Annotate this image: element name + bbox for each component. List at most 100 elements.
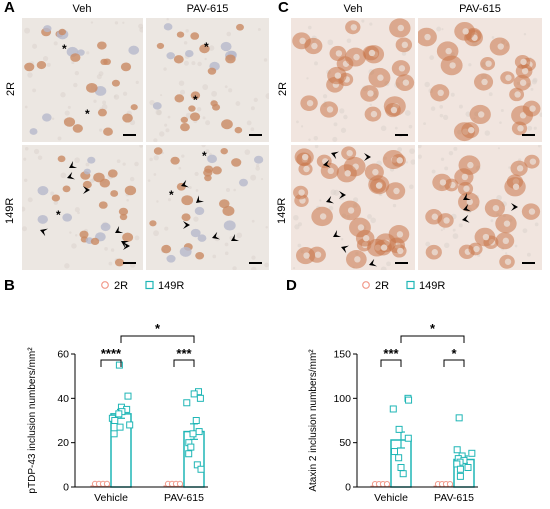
legend-marker-2r bbox=[362, 281, 370, 289]
row-label-2r-a: 2R bbox=[5, 81, 17, 96]
point-149r bbox=[196, 394, 204, 402]
nucleus bbox=[190, 32, 200, 40]
y-tick-label: 20 bbox=[57, 437, 69, 449]
point-2r bbox=[176, 480, 184, 487]
nucleus bbox=[222, 205, 235, 217]
arrowhead-marker bbox=[121, 241, 130, 248]
tissue-background bbox=[22, 18, 143, 142]
point-149r bbox=[455, 414, 463, 422]
asterisk-marker: * bbox=[204, 40, 209, 54]
point-2r bbox=[383, 481, 391, 488]
x-category-label: PAV-615 bbox=[434, 492, 474, 504]
nucleus bbox=[100, 222, 111, 232]
scale-bar bbox=[395, 134, 408, 136]
arrowhead-marker bbox=[511, 203, 518, 211]
nucleus bbox=[152, 102, 162, 110]
point-149r bbox=[464, 463, 472, 471]
significance-bracket-between bbox=[120, 335, 195, 343]
nucleus bbox=[212, 166, 222, 175]
point-149r bbox=[453, 460, 461, 468]
nucleus bbox=[156, 42, 165, 50]
nucleus bbox=[97, 108, 107, 117]
point-149r bbox=[391, 448, 399, 456]
y-tick-label: 100 bbox=[333, 393, 351, 405]
nucleus bbox=[234, 126, 243, 134]
nucleus bbox=[180, 116, 188, 124]
scale-bar bbox=[123, 134, 136, 136]
legend-label-149r: 149R bbox=[419, 280, 445, 292]
nucleus bbox=[122, 113, 133, 123]
nucleus bbox=[36, 61, 47, 70]
nucleus bbox=[111, 79, 120, 87]
nucleus bbox=[37, 214, 48, 224]
nucleus bbox=[130, 104, 138, 111]
arrowhead-marker bbox=[69, 161, 78, 168]
row-label-2r-c: 2R bbox=[277, 81, 289, 96]
nucleus bbox=[185, 49, 194, 58]
y-tick-label: 60 bbox=[57, 349, 69, 361]
point-149r bbox=[183, 399, 191, 407]
nucleus bbox=[161, 244, 172, 254]
nucleus bbox=[43, 25, 52, 33]
nucleus bbox=[197, 234, 207, 242]
column-label-pav615-c: PAV-615 bbox=[459, 3, 501, 15]
asterisk-marker: * bbox=[85, 107, 90, 121]
nucleus bbox=[114, 258, 125, 267]
nucleus bbox=[122, 232, 134, 242]
arrowhead-marker bbox=[67, 171, 75, 180]
nucleus bbox=[166, 254, 176, 263]
arrowhead-marker bbox=[196, 195, 204, 203]
arrowhead-marker bbox=[463, 203, 471, 212]
x-category-label: Vehicle bbox=[94, 492, 128, 504]
nucleus bbox=[170, 156, 180, 165]
nucleus bbox=[149, 220, 157, 227]
nucleus bbox=[220, 147, 228, 155]
nucleus bbox=[82, 180, 92, 189]
legend-marker-2r bbox=[101, 281, 109, 289]
arrowhead-marker bbox=[326, 195, 334, 204]
panel-letter-d: D bbox=[286, 277, 297, 294]
nucleus bbox=[176, 31, 185, 38]
nucleus bbox=[225, 54, 236, 64]
point-149r bbox=[468, 449, 476, 457]
x-category-label: Vehicle bbox=[374, 492, 408, 504]
significance-stars: *** bbox=[176, 346, 192, 361]
nucleus bbox=[199, 44, 210, 54]
nucleus bbox=[86, 82, 98, 93]
nucleus bbox=[220, 41, 232, 52]
nucleus bbox=[62, 213, 73, 222]
y-axis-label: pTDP-43 inclusion numbers/mm² bbox=[27, 347, 38, 494]
nucleus bbox=[29, 128, 38, 135]
nucleus bbox=[163, 23, 173, 31]
point-149r bbox=[116, 423, 124, 431]
arrowhead-marker bbox=[183, 221, 190, 229]
arrowhead-marker bbox=[123, 242, 130, 250]
asterisk-marker: * bbox=[169, 188, 174, 202]
nucleus bbox=[79, 230, 89, 239]
arrowhead-marker bbox=[323, 159, 331, 168]
nucleus bbox=[207, 154, 218, 164]
column-label-veh-c: Veh bbox=[343, 3, 363, 15]
arrowhead-marker bbox=[83, 186, 90, 194]
point-149r bbox=[404, 434, 412, 442]
point-149r bbox=[399, 470, 407, 478]
point-149r bbox=[189, 430, 197, 438]
scale-bar bbox=[522, 262, 535, 264]
legend-label-2r: 2R bbox=[375, 280, 389, 292]
nucleus bbox=[120, 62, 132, 72]
significance-stars: **** bbox=[101, 346, 122, 361]
scale-bar bbox=[522, 134, 535, 136]
point-149r bbox=[405, 396, 413, 404]
arrowhead-marker bbox=[462, 214, 470, 223]
micrograph-a-pav615-149r: * * bbox=[146, 145, 269, 270]
y-tick-label: 0 bbox=[345, 482, 351, 494]
nucleus bbox=[94, 86, 107, 96]
nucleus bbox=[100, 58, 108, 66]
point-149r bbox=[195, 428, 203, 436]
row-label-149r-c: 149R bbox=[276, 197, 288, 224]
point-149r bbox=[124, 392, 132, 400]
nucleus bbox=[24, 62, 35, 72]
point-2r bbox=[103, 480, 111, 487]
nucleus bbox=[124, 185, 137, 196]
significance-bracket bbox=[100, 359, 122, 367]
